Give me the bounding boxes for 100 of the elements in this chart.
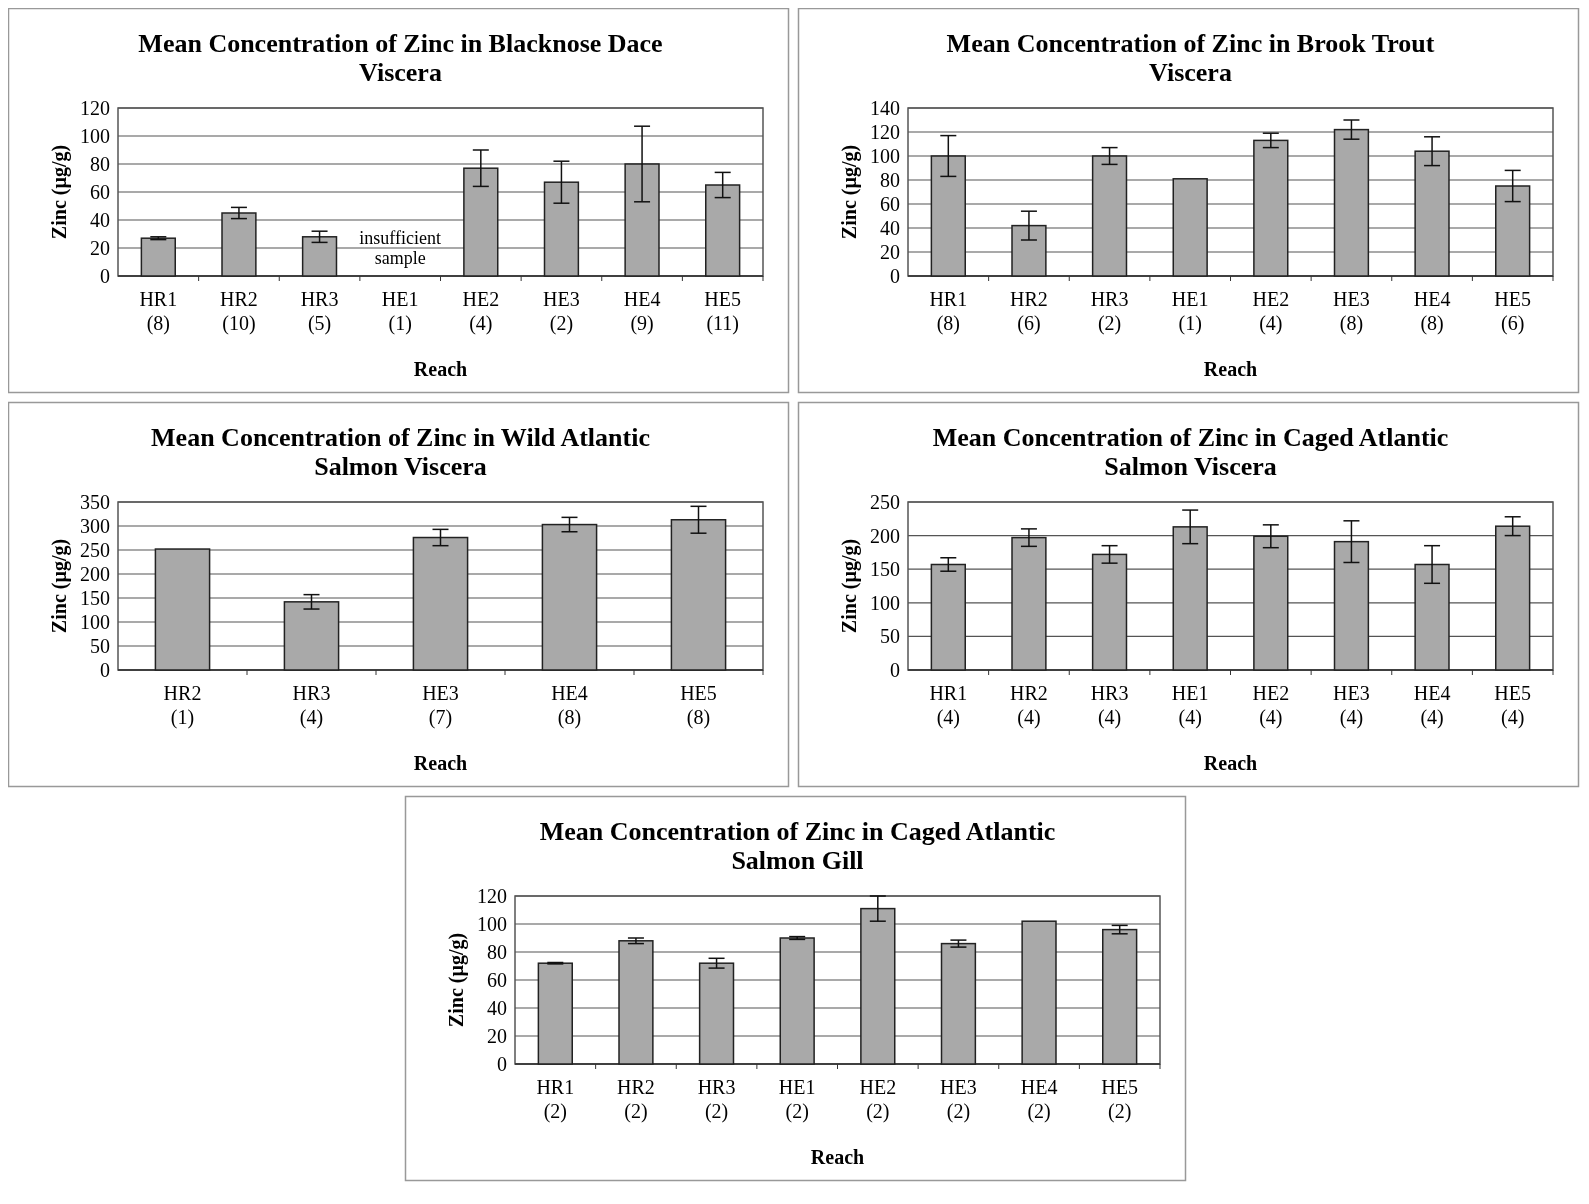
- bar: [1021, 920, 1057, 1065]
- x-tick-label: HE5 (2): [1101, 1076, 1139, 1123]
- x-tick-label: HR1 (8): [139, 288, 178, 335]
- y-tick-label: 20: [90, 237, 110, 259]
- x-tick-label: HR3 (4): [292, 682, 331, 729]
- x-tick-label: HR2 (2): [617, 1076, 655, 1123]
- y-tick-label: 80: [90, 153, 110, 175]
- bar: [412, 536, 469, 671]
- y-tick-label: 80: [880, 169, 900, 191]
- y-axis-title: Zinc (µg/g): [445, 932, 468, 1028]
- bar: [1414, 563, 1450, 671]
- x-tick-label: HR3 (5): [300, 288, 339, 335]
- y-tick-label: 150: [870, 558, 900, 581]
- bar: [698, 962, 735, 1065]
- y-tick-label: 140: [870, 97, 900, 119]
- x-axis-title: Reach: [1203, 752, 1258, 774]
- x-axis-title: Reach: [413, 752, 468, 774]
- bar: [779, 937, 815, 1065]
- y-tick-label: 60: [487, 969, 507, 991]
- x-axis-title: Reach: [1203, 358, 1258, 380]
- bar: [541, 523, 598, 671]
- bar: [1495, 525, 1531, 671]
- bar: [705, 184, 741, 277]
- bar: [140, 237, 176, 277]
- y-tick-label: 40: [487, 997, 507, 1019]
- x-tick-label: HR3 (2): [697, 1076, 736, 1123]
- bar: [618, 940, 654, 1065]
- x-tick-label: HE1 (1): [1171, 288, 1209, 335]
- x-tick-label: HE4 (9): [623, 288, 661, 335]
- y-tick-label: 200: [870, 524, 900, 547]
- y-tick-label: 250: [80, 539, 110, 561]
- y-tick-label: 150: [80, 587, 110, 609]
- annotation: insufficient sample: [359, 228, 442, 268]
- y-tick-label: 250: [870, 491, 900, 513]
- y-axis-title: Zinc (µg/g): [838, 538, 861, 634]
- y-tick-label: 0: [890, 265, 900, 287]
- bar: [154, 548, 211, 671]
- x-tick-label: HE5 (11): [704, 288, 742, 335]
- y-tick-label: 120: [80, 97, 110, 119]
- bar: [283, 601, 340, 671]
- x-tick-label: HR2 (1): [163, 682, 202, 729]
- x-tick-label: HR3 (4): [1090, 682, 1129, 729]
- x-tick-label: HE3 (4): [1333, 682, 1370, 729]
- chart-title: Mean Concentration of Zinc in Blacknose Dace Viscera: [138, 29, 663, 87]
- bar: [1495, 185, 1531, 277]
- y-tick-label: 200: [80, 563, 110, 585]
- x-tick-label: HE1 (1): [381, 288, 419, 335]
- y-tick-label: 20: [880, 241, 900, 263]
- bar: [1414, 150, 1450, 277]
- y-tick-label: 100: [870, 591, 900, 614]
- bar: [624, 163, 660, 277]
- x-tick-label: HR2 (4): [1010, 682, 1048, 729]
- bar: [1091, 155, 1128, 277]
- y-axis-title: Zinc (µg/g): [48, 144, 71, 240]
- y-tick-label: 100: [80, 611, 110, 633]
- y-tick-label: 80: [487, 941, 507, 963]
- y-tick-label: 20: [487, 1025, 507, 1047]
- bar: [1172, 178, 1208, 277]
- x-tick-label: HE4 (8): [551, 682, 588, 729]
- y-tick-label: 120: [870, 121, 900, 143]
- chart-title: Mean Concentration of Zinc in Caged Atlantic Salmon Viscera: [932, 423, 1449, 481]
- bar: [1253, 535, 1289, 671]
- x-tick-label: HR3 (2): [1090, 288, 1129, 335]
- y-tick-label: 40: [880, 217, 900, 239]
- x-tick-label: HE5 (6): [1494, 288, 1532, 335]
- x-tick-label: HE2 (4): [1252, 288, 1290, 335]
- bar: [1091, 553, 1128, 671]
- bar: [860, 907, 896, 1065]
- x-tick-label: HR1 (2): [536, 1076, 575, 1123]
- x-tick-label: HE2 (2): [859, 1076, 897, 1123]
- bar: [463, 167, 499, 277]
- y-tick-label: 50: [90, 635, 110, 657]
- bar: [940, 942, 977, 1065]
- y-tick-label: 60: [90, 181, 110, 203]
- bar: [1333, 540, 1370, 671]
- bar: [1102, 928, 1138, 1065]
- y-tick-label: 0: [497, 1053, 507, 1075]
- x-tick-label: HE4 (2): [1020, 1076, 1058, 1123]
- x-tick-label: HE1 (2): [778, 1076, 816, 1123]
- chart-title: Mean Concentration of Zinc in Brook Trout Viscera: [946, 29, 1435, 87]
- x-axis-title: Reach: [413, 358, 468, 380]
- x-tick-label: HE4 (4): [1413, 682, 1451, 729]
- x-tick-label: HE2 (4): [462, 288, 500, 335]
- bar: [1172, 526, 1208, 671]
- y-tick-label: 350: [80, 491, 110, 513]
- x-tick-label: HR2 (6): [1010, 288, 1048, 335]
- x-tick-label: HE5 (4): [1494, 682, 1532, 729]
- bar: [1011, 536, 1047, 671]
- y-tick-label: 0: [100, 659, 110, 681]
- chart-title: Mean Concentration of Zinc in Caged Atlantic Salmon Gill: [539, 817, 1056, 875]
- bar: [301, 236, 338, 277]
- y-tick-label: 100: [870, 145, 900, 167]
- x-tick-label: HE3 (7): [422, 682, 459, 729]
- y-tick-label: 0: [100, 265, 110, 287]
- bar: [930, 155, 966, 277]
- bar: [537, 962, 573, 1065]
- y-tick-label: 0: [890, 659, 900, 681]
- y-tick-label: 60: [880, 193, 900, 215]
- x-axis-title: Reach: [810, 1146, 865, 1168]
- bar: [670, 519, 727, 671]
